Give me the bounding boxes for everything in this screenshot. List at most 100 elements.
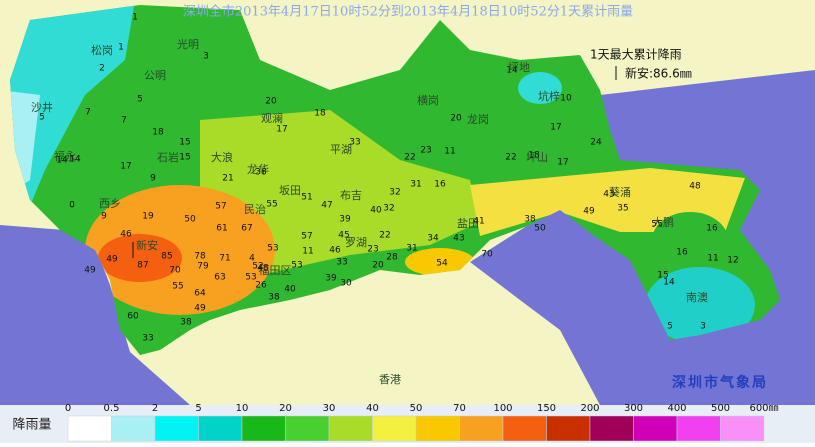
- legend-swatch: [502, 415, 547, 442]
- legend-tick: 600㎜: [749, 403, 778, 414]
- station-value: 53: [267, 244, 278, 254]
- station-value: 16: [706, 224, 718, 234]
- station-value: 12: [727, 256, 738, 266]
- station-value: 48: [257, 264, 269, 274]
- station-value: 61: [216, 224, 227, 234]
- place-name: 公明: [144, 69, 166, 82]
- place-name: 坪山: [526, 151, 548, 164]
- station-value: 45: [338, 231, 349, 241]
- station-value: 64: [194, 289, 206, 299]
- station-value: 1: [132, 13, 138, 23]
- legend-label: 降雨量: [12, 418, 51, 433]
- station-value: 53: [245, 273, 256, 283]
- legend-tick: 10: [236, 403, 249, 414]
- station-value: 70: [481, 250, 493, 260]
- station-value: 17: [120, 162, 131, 172]
- place-name: 光明: [177, 37, 199, 51]
- station-value: 41: [473, 217, 484, 227]
- station-value: 32: [389, 188, 400, 198]
- place-name: 平湖: [330, 143, 352, 156]
- station-value: 18: [528, 151, 540, 161]
- station-value: 40: [284, 285, 296, 295]
- station-value: 85: [161, 252, 172, 262]
- station-value: 63: [214, 273, 225, 283]
- station-value: 57: [301, 232, 312, 242]
- place-name: 观澜: [261, 111, 283, 125]
- station-value: 39: [339, 215, 351, 225]
- legend-swatch: [589, 415, 634, 442]
- legend-swatch: [328, 415, 373, 442]
- station-value: 16: [676, 248, 688, 258]
- station-value: 46: [329, 246, 341, 256]
- station-value: 14: [506, 66, 518, 76]
- legend-swatch: [241, 415, 286, 442]
- station-value: 31: [406, 244, 417, 254]
- station-value: 14: [69, 155, 81, 165]
- station-value: 57: [215, 202, 226, 212]
- legend-tick: 150: [537, 403, 556, 414]
- legend-tick: 500: [711, 403, 730, 414]
- station-value: 18: [152, 128, 164, 138]
- legend-tick: 2: [152, 403, 158, 414]
- station-value: 43: [603, 190, 614, 200]
- place-name: 葵涌: [609, 186, 631, 199]
- station-value: 70: [169, 266, 181, 276]
- station-value: 71: [219, 254, 230, 264]
- station-value: 10: [560, 94, 572, 104]
- station-value: 5: [39, 113, 45, 123]
- legend-swatch: [198, 415, 243, 442]
- station-value: 19: [142, 212, 154, 222]
- sea: [0, 225, 190, 405]
- legend-tick: 20: [279, 403, 292, 414]
- station-value: 22: [505, 153, 516, 163]
- annotation-maximum: 新安:86.6㎜: [625, 66, 692, 81]
- credit: 深圳市气象局: [672, 374, 768, 391]
- station-value: 3: [700, 322, 706, 332]
- station-value: 15: [179, 138, 190, 148]
- place-name: 福永: [54, 149, 76, 163]
- station-value: 26: [255, 281, 267, 291]
- place-name: 石岩: [157, 150, 179, 164]
- place-name: 民治: [244, 202, 266, 216]
- station-value: 15: [657, 271, 668, 281]
- place-name: 西乡: [99, 197, 121, 210]
- legend-swatch: [372, 415, 417, 442]
- station-value: 67: [241, 224, 252, 234]
- station-value: 7: [85, 108, 91, 118]
- station-value: 52: [252, 262, 263, 272]
- station-value: 55: [172, 282, 183, 292]
- legend-tick: 300: [624, 403, 643, 414]
- station-value: 17: [557, 158, 568, 168]
- station-value: 21: [222, 174, 233, 184]
- station-value: 11: [444, 147, 455, 157]
- station-value: 5: [137, 95, 143, 105]
- station-value: 49: [106, 255, 118, 265]
- station-value: 11: [302, 247, 313, 257]
- place-name: 南澳: [686, 291, 708, 304]
- station-value: 9: [150, 174, 156, 184]
- station-value: 32: [383, 204, 394, 214]
- station-value: 55: [651, 220, 662, 230]
- place-name: 松岗: [91, 43, 113, 57]
- station-value: 47: [321, 201, 332, 211]
- station-value: 2: [99, 64, 105, 74]
- annotation-heading: 1天最大累计降雨: [590, 48, 682, 62]
- station-value: 24: [590, 138, 602, 148]
- legend-tick: 30: [323, 403, 336, 414]
- station-value: 50: [534, 224, 546, 234]
- station-value: 38: [268, 293, 280, 303]
- station-value: 31: [410, 180, 421, 190]
- legend-swatch: [154, 415, 199, 442]
- place-name: 横岗: [417, 93, 439, 107]
- station-value: 22: [404, 153, 415, 163]
- legend-tick: 0: [65, 403, 71, 414]
- legend-swatch: [676, 415, 721, 442]
- place-name: 坑梓: [538, 89, 560, 103]
- place-name: 大浪: [211, 150, 233, 164]
- station-value: 23: [420, 146, 431, 156]
- station-value: 33: [142, 334, 153, 344]
- station-value: 50: [184, 215, 196, 225]
- station-value: 20: [265, 97, 277, 107]
